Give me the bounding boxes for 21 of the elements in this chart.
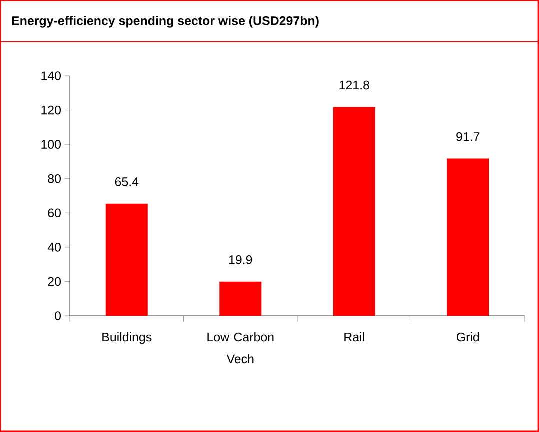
y-tick-label: 0	[55, 312, 61, 320]
y-tick-label: 120	[42, 106, 61, 115]
chart-title: Energy-efficiency spending sector wise (USD297bn)	[12, 16, 319, 28]
x-tick-label: Rail	[344, 332, 364, 342]
y-tick-label: 140	[42, 72, 61, 80]
data-label: 65.4	[115, 178, 139, 186]
y-tick-label: 80	[48, 174, 61, 184]
y-tick-label: 100	[42, 140, 61, 149]
x-tick-label: Low Carbon Vech	[208, 332, 274, 364]
y-tick-label: 40	[48, 243, 61, 252]
data-label: 19.9	[229, 256, 252, 264]
bar	[333, 107, 376, 316]
x-tick-label: Buildings	[102, 332, 152, 344]
bar	[447, 158, 490, 316]
y-tick-label: 60	[48, 208, 61, 218]
data-label: 121.8	[340, 80, 370, 90]
x-tick-label: Grid	[456, 332, 480, 342]
y-tick-label: 20	[48, 277, 61, 286]
bar	[220, 282, 262, 316]
bar	[106, 204, 148, 316]
data-label: 91.7	[456, 132, 480, 142]
